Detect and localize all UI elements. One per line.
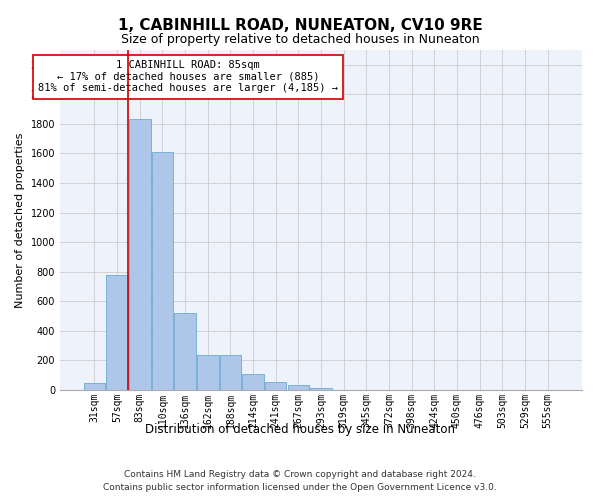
Text: Size of property relative to detached houses in Nuneaton: Size of property relative to detached ho… (121, 32, 479, 46)
Bar (152, 152, 173, 390)
Bar (310, 388, 332, 390)
Bar (84, 382, 105, 390)
Bar (197, 354, 218, 390)
Text: Contains public sector information licensed under the Open Government Licence v3: Contains public sector information licen… (103, 482, 497, 492)
Bar (242, 374, 264, 390)
Text: 1 CABINHILL ROAD: 85sqm
← 17% of detached houses are smaller (885)
81% of semi-d: 1 CABINHILL ROAD: 85sqm ← 17% of detache… (38, 60, 338, 94)
Text: Contains HM Land Registry data © Crown copyright and database right 2024.: Contains HM Land Registry data © Crown c… (124, 470, 476, 479)
Bar (129, 120, 151, 390)
Y-axis label: Number of detached properties: Number of detached properties (15, 132, 25, 308)
Bar (106, 274, 128, 390)
Bar (287, 385, 309, 390)
Text: 1, CABINHILL ROAD, NUNEATON, CV10 9RE: 1, CABINHILL ROAD, NUNEATON, CV10 9RE (118, 18, 482, 32)
Bar (220, 356, 241, 390)
Bar (265, 382, 286, 390)
Text: Distribution of detached houses by size in Nuneaton: Distribution of detached houses by size … (145, 422, 455, 436)
Bar (175, 313, 196, 390)
